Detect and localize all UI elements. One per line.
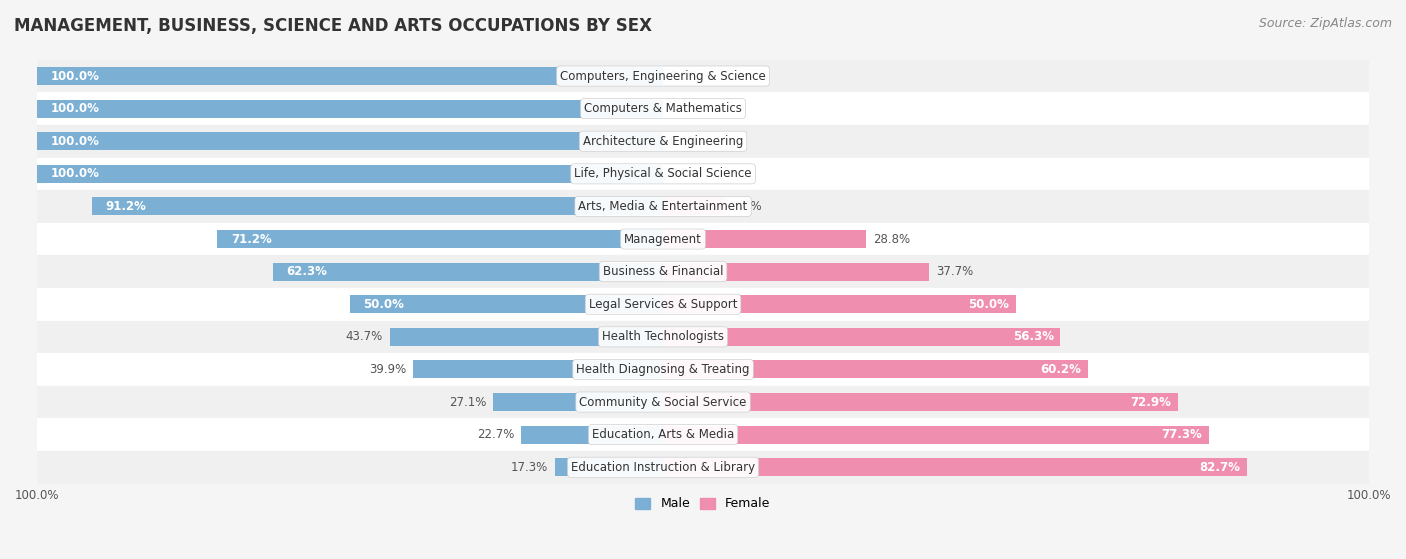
Bar: [93, 197, 664, 215]
Bar: [664, 295, 1017, 313]
Text: 100.0%: 100.0%: [51, 135, 100, 148]
Bar: [350, 295, 664, 313]
Bar: [37, 132, 664, 150]
Bar: [494, 393, 664, 411]
Text: 82.7%: 82.7%: [1199, 461, 1240, 474]
Bar: [37, 100, 664, 117]
Text: MANAGEMENT, BUSINESS, SCIENCE AND ARTS OCCUPATIONS BY SEX: MANAGEMENT, BUSINESS, SCIENCE AND ARTS O…: [14, 17, 652, 35]
Text: 71.2%: 71.2%: [231, 233, 271, 245]
Text: Health Diagnosing & Treating: Health Diagnosing & Treating: [576, 363, 749, 376]
Text: 91.2%: 91.2%: [105, 200, 146, 213]
Text: 8.8%: 8.8%: [731, 200, 762, 213]
Bar: [37, 222, 1369, 255]
Bar: [273, 263, 664, 281]
Bar: [37, 353, 1369, 386]
Bar: [522, 426, 664, 444]
Bar: [664, 393, 1177, 411]
Text: 0.0%: 0.0%: [669, 69, 699, 83]
Text: 100.0%: 100.0%: [51, 102, 100, 115]
Text: Management: Management: [624, 233, 702, 245]
Text: Arts, Media & Entertainment: Arts, Media & Entertainment: [578, 200, 748, 213]
Text: Business & Financial: Business & Financial: [603, 265, 723, 278]
Bar: [389, 328, 664, 346]
Text: Source: ZipAtlas.com: Source: ZipAtlas.com: [1258, 17, 1392, 30]
Text: 50.0%: 50.0%: [969, 298, 1010, 311]
Bar: [664, 361, 1088, 378]
Bar: [37, 125, 1369, 158]
Text: Architecture & Engineering: Architecture & Engineering: [583, 135, 744, 148]
Bar: [664, 230, 866, 248]
Bar: [37, 288, 1369, 320]
Text: Community & Social Service: Community & Social Service: [579, 396, 747, 409]
Text: 0.0%: 0.0%: [669, 167, 699, 181]
Bar: [37, 165, 664, 183]
Bar: [664, 328, 1060, 346]
Bar: [37, 386, 1369, 418]
Text: 27.1%: 27.1%: [450, 396, 486, 409]
Text: 39.9%: 39.9%: [370, 363, 406, 376]
Text: Computers, Engineering & Science: Computers, Engineering & Science: [560, 69, 766, 83]
Text: Computers & Mathematics: Computers & Mathematics: [583, 102, 742, 115]
Text: 56.3%: 56.3%: [1012, 330, 1053, 343]
Bar: [664, 458, 1247, 476]
Bar: [37, 320, 1369, 353]
Text: 62.3%: 62.3%: [287, 265, 328, 278]
Text: 43.7%: 43.7%: [346, 330, 382, 343]
Bar: [37, 158, 1369, 190]
Bar: [37, 190, 1369, 222]
Bar: [664, 197, 725, 215]
Bar: [664, 426, 1209, 444]
Text: 60.2%: 60.2%: [1040, 363, 1081, 376]
Text: 77.3%: 77.3%: [1161, 428, 1202, 441]
Bar: [555, 458, 664, 476]
Bar: [37, 418, 1369, 451]
Text: 72.9%: 72.9%: [1130, 396, 1171, 409]
Text: Legal Services & Support: Legal Services & Support: [589, 298, 737, 311]
Text: 28.8%: 28.8%: [873, 233, 910, 245]
Text: 100.0%: 100.0%: [51, 69, 100, 83]
Text: Education, Arts & Media: Education, Arts & Media: [592, 428, 734, 441]
Text: Education Instruction & Library: Education Instruction & Library: [571, 461, 755, 474]
Bar: [37, 60, 1369, 92]
Text: 0.0%: 0.0%: [669, 135, 699, 148]
Text: Life, Physical & Social Science: Life, Physical & Social Science: [574, 167, 752, 181]
Text: 0.0%: 0.0%: [669, 102, 699, 115]
Bar: [37, 92, 1369, 125]
Text: Health Technologists: Health Technologists: [602, 330, 724, 343]
Bar: [218, 230, 664, 248]
Text: 17.3%: 17.3%: [510, 461, 548, 474]
Text: 22.7%: 22.7%: [477, 428, 515, 441]
Bar: [37, 451, 1369, 484]
Text: 37.7%: 37.7%: [936, 265, 973, 278]
Bar: [664, 263, 929, 281]
Legend: Male, Female: Male, Female: [630, 492, 776, 515]
Text: 50.0%: 50.0%: [364, 298, 405, 311]
Bar: [37, 67, 664, 85]
Text: 100.0%: 100.0%: [51, 167, 100, 181]
Bar: [37, 255, 1369, 288]
Bar: [413, 361, 664, 378]
